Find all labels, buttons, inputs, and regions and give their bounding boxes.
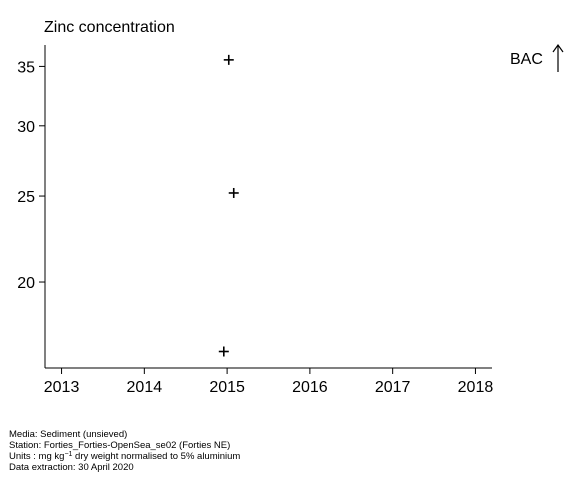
footer-extraction: Data extraction: 30 April 2020 bbox=[9, 462, 134, 473]
arrow-up-icon bbox=[552, 43, 564, 53]
x-tick-label: 2013 bbox=[44, 379, 80, 396]
x-tick-label: 2017 bbox=[375, 379, 411, 396]
units-exponent: −1 bbox=[64, 451, 73, 458]
x-tick-label: 2016 bbox=[292, 379, 328, 396]
footer: Media: Sediment (unsieved) Station: Fort… bbox=[9, 429, 240, 473]
x-tick-label: 2015 bbox=[209, 379, 245, 396]
x-tick-label: 2018 bbox=[458, 379, 494, 396]
y-tick-label: 30 bbox=[17, 119, 35, 136]
data-point bbox=[228, 187, 239, 198]
y-tick-label: 35 bbox=[17, 59, 35, 76]
data-point bbox=[223, 54, 234, 65]
footer-units: Units : mg kg−1 dry weight normalised to… bbox=[9, 451, 240, 462]
chart-title: Zinc concentration bbox=[44, 19, 175, 36]
x-tick-label: 2014 bbox=[127, 379, 163, 396]
y-tick-label: 25 bbox=[17, 189, 35, 206]
footer-media: Media: Sediment (unsieved) bbox=[9, 429, 128, 440]
units-suffix: dry weight normalised to 5% aluminium bbox=[72, 451, 241, 462]
y-tick-label: 20 bbox=[17, 275, 35, 292]
units-prefix: Units : mg kg bbox=[9, 451, 65, 462]
bac-label: BAC bbox=[510, 51, 543, 68]
data-point bbox=[218, 346, 229, 357]
footer-station: Station: Forties_Forties-OpenSea_se02 (F… bbox=[9, 440, 231, 451]
